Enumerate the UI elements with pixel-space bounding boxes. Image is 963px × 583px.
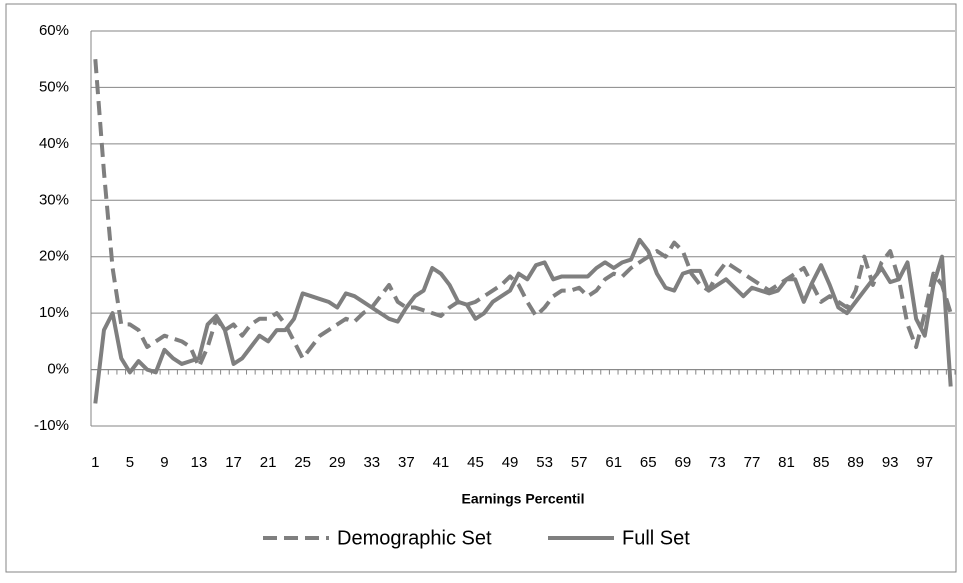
x-tick-label: 9	[160, 454, 168, 471]
legend-label: Demographic Set	[337, 527, 492, 549]
x-tick-label: 57	[571, 454, 588, 471]
x-tick-label: 17	[225, 454, 242, 471]
x-tick-label: 81	[778, 454, 795, 471]
x-tick-label: 53	[536, 454, 553, 471]
y-tick-label: 10%	[39, 304, 69, 321]
x-tick-label: 29	[329, 454, 346, 471]
x-tick-label: 93	[882, 454, 899, 471]
x-tick-label: 89	[847, 454, 864, 471]
x-tick-label: 97	[916, 454, 933, 471]
x-tick-label: 73	[709, 454, 726, 471]
data-line	[93, 237, 953, 404]
x-tick-label: 41	[433, 454, 450, 471]
y-tick-label: 50%	[39, 78, 69, 95]
x-tick-label: 1	[91, 454, 99, 471]
x-tick-label: 45	[467, 454, 484, 471]
x-tick-label: 77	[744, 454, 761, 471]
x-tick-label: 65	[640, 454, 657, 471]
y-tick-label: 0%	[47, 361, 69, 378]
legend-label: Full Set	[622, 527, 690, 549]
x-tick-label: 13	[191, 454, 208, 471]
x-tick-label: 25	[294, 454, 311, 471]
x-tick-label: 69	[674, 454, 691, 471]
x-axis-title: Earnings Percentil	[462, 491, 585, 507]
x-tick-label: 21	[260, 454, 277, 471]
x-tick-label: 5	[126, 454, 134, 471]
x-tick-label: 61	[605, 454, 622, 471]
y-tick-label: 60%	[39, 22, 69, 39]
y-tick-label: -10%	[34, 417, 69, 434]
data-line	[93, 59, 953, 369]
x-tick-label: 37	[398, 454, 415, 471]
y-tick-label: 40%	[39, 135, 69, 152]
y-tick-label: 30%	[39, 191, 69, 208]
y-tick-label: 20%	[39, 248, 69, 265]
x-tick-label: 33	[363, 454, 380, 471]
x-tick-label: 85	[813, 454, 830, 471]
x-tick-label: 49	[502, 454, 519, 471]
